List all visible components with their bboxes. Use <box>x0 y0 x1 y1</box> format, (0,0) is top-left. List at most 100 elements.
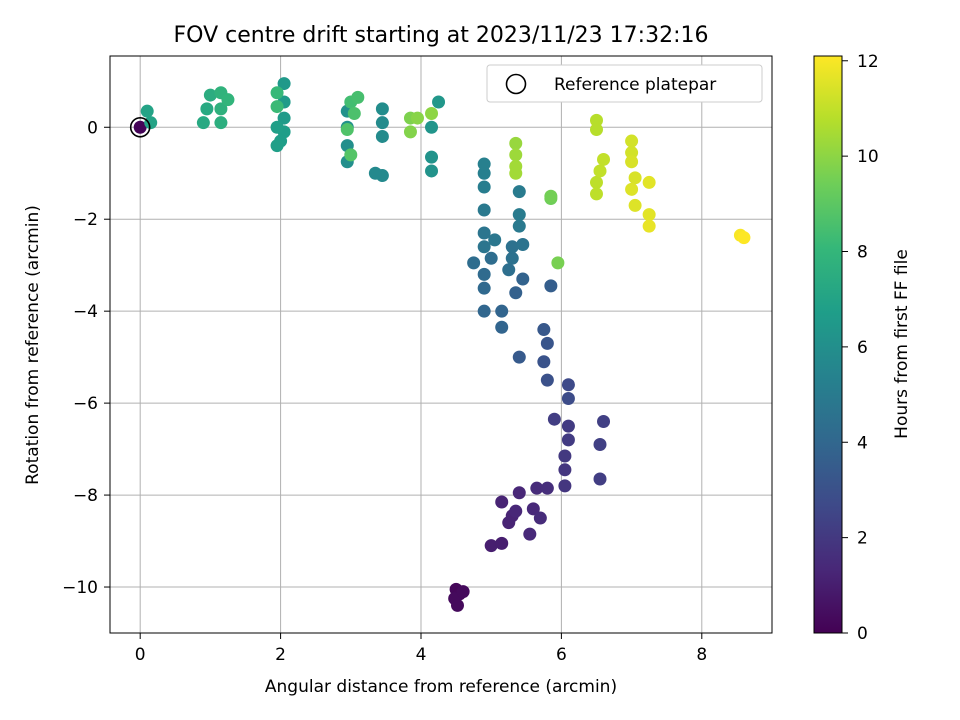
data-point <box>144 116 158 130</box>
data-point <box>593 437 607 451</box>
data-point <box>140 104 154 118</box>
data-point <box>450 598 464 612</box>
data-point <box>561 392 575 406</box>
data-point <box>561 378 575 392</box>
colorbar: 0 2 4 6 8 10 12 Hours from first FF file <box>813 52 912 644</box>
data-point <box>593 164 607 178</box>
data-point <box>133 120 147 134</box>
data-point <box>375 116 389 130</box>
colorbar-gradient <box>813 55 843 634</box>
y-tick-label: 0 <box>87 118 98 138</box>
data-point <box>477 166 491 180</box>
data-point <box>403 125 417 139</box>
x-tick-label: 4 <box>416 645 427 665</box>
y-tick-label: −6 <box>73 394 98 414</box>
data-point <box>410 111 424 125</box>
data-point <box>509 136 523 150</box>
data-point <box>625 155 639 169</box>
x-tick-label: 2 <box>275 645 286 665</box>
data-point <box>495 536 509 550</box>
y-tick-label: −8 <box>73 486 98 506</box>
data-point <box>477 180 491 194</box>
data-point <box>512 486 526 500</box>
data-point <box>425 106 439 120</box>
data-point <box>270 139 284 153</box>
colorbar-label: Hours from first FF file <box>892 249 912 439</box>
data-point <box>512 350 526 364</box>
data-point <box>432 95 446 109</box>
colorbar-tick-label: 8 <box>857 243 868 263</box>
x-tick-label: 6 <box>556 645 567 665</box>
data-point <box>597 152 611 166</box>
data-point <box>516 272 530 286</box>
data-point <box>477 240 491 254</box>
data-point <box>505 251 519 265</box>
colorbar-tick-label: 0 <box>857 624 868 644</box>
data-point <box>425 150 439 164</box>
data-point <box>512 208 526 222</box>
data-point <box>589 187 603 201</box>
data-point <box>509 286 523 300</box>
data-point <box>505 240 519 254</box>
data-point <box>221 93 235 107</box>
legend-reference-marker <box>505 73 527 95</box>
plot-frame <box>109 55 773 634</box>
chart-title: FOV centre drift starting at 2023/11/23 … <box>174 23 709 48</box>
legend-box <box>486 64 763 103</box>
y-tick-label: −4 <box>73 302 98 322</box>
data-point <box>625 182 639 196</box>
legend-label: Reference platepar <box>554 75 716 95</box>
data-point <box>456 585 470 599</box>
data-point <box>477 304 491 318</box>
data-point <box>642 175 656 189</box>
data-point <box>558 479 572 493</box>
data-point <box>544 189 558 203</box>
data-point <box>589 113 603 127</box>
data-point <box>737 231 751 245</box>
data-point <box>537 323 551 337</box>
data-point <box>589 175 603 189</box>
data-point <box>477 267 491 281</box>
data-point <box>540 336 554 350</box>
y-axis-label: Rotation from reference (arcmin) <box>23 205 43 485</box>
data-point <box>544 279 558 293</box>
data-point <box>509 148 523 162</box>
data-point <box>551 256 565 270</box>
data-point <box>495 320 509 334</box>
data-point <box>537 355 551 369</box>
data-point <box>484 251 498 265</box>
data-point <box>196 116 210 130</box>
data-point <box>628 171 642 185</box>
data-point <box>509 504 523 518</box>
colorbar-tick-label: 2 <box>857 529 868 549</box>
data-point <box>467 256 481 270</box>
data-point <box>477 203 491 217</box>
data-point <box>214 102 228 116</box>
data-point <box>200 102 214 116</box>
data-point <box>495 495 509 509</box>
data-point <box>540 373 554 387</box>
data-point <box>375 129 389 143</box>
data-point <box>270 86 284 100</box>
data-point <box>340 123 354 137</box>
data-point <box>375 102 389 116</box>
data-point <box>347 106 361 120</box>
data-point <box>477 281 491 295</box>
data-point <box>593 472 607 486</box>
data-point <box>526 502 540 516</box>
data-point <box>516 238 530 252</box>
colorbar-tick-label: 10 <box>857 147 879 167</box>
data-point <box>561 433 575 447</box>
data-point <box>277 111 291 125</box>
data-point <box>203 88 217 102</box>
legend: Reference platepar <box>486 64 763 103</box>
data-point <box>625 134 639 148</box>
y-tick-label: −10 <box>62 578 98 598</box>
x-tick-label: 8 <box>696 645 707 665</box>
data-point <box>589 123 603 137</box>
data-point <box>547 412 561 426</box>
data-points <box>133 77 751 612</box>
data-point <box>368 166 382 180</box>
data-point <box>512 185 526 199</box>
